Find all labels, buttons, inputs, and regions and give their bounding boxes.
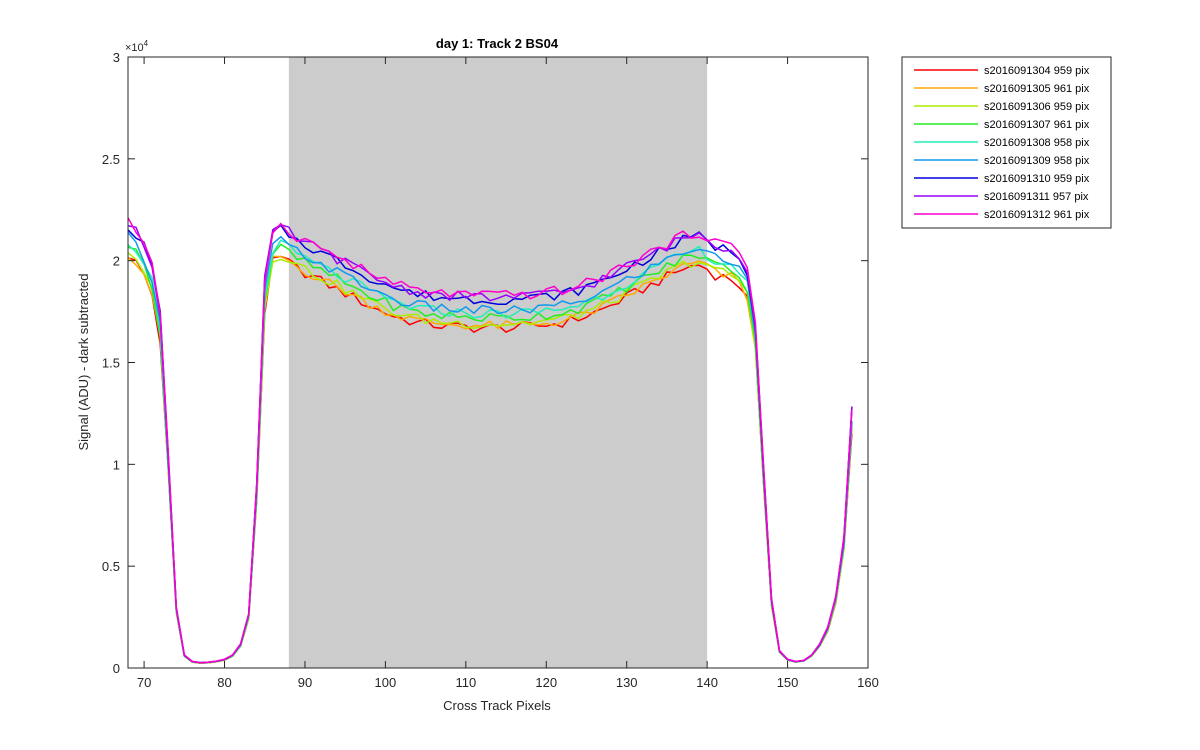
legend: s2016091304 959 pix s2016091305 961 pix s2… bbox=[901, 56, 1112, 229]
legend-label-8: s2016091311 957 pix bbox=[984, 191, 1089, 203]
y-tick-label: 3 bbox=[113, 50, 120, 65]
y-tick-label: 0 bbox=[113, 661, 120, 676]
y-tick-label: 1 bbox=[113, 457, 120, 472]
x-tick-label: 160 bbox=[857, 675, 879, 690]
legend-label-4: s2016091307 961 pix bbox=[984, 119, 1090, 131]
x-tick-label: 150 bbox=[777, 675, 799, 690]
series-line-9 bbox=[128, 217, 853, 664]
y-tick-label: 2 bbox=[113, 254, 120, 269]
x-tick-label: 120 bbox=[535, 675, 557, 690]
shaded-region bbox=[288, 57, 708, 668]
y-exponent-label: ×104 bbox=[125, 39, 149, 54]
x-tick-label: 90 bbox=[298, 675, 312, 690]
legend-label-2: s2016091305 961 pix bbox=[984, 83, 1090, 95]
plot-area: 70 80 90 100 110 120 130 140 150 160 0 0.5 1 1.5 2 2.5 3 bbox=[102, 50, 879, 690]
x-tick-label: 100 bbox=[375, 675, 397, 690]
x-tick-label: 80 bbox=[217, 675, 231, 690]
legend-label-3: s2016091306 959 pix bbox=[984, 101, 1090, 113]
x-tick-label: 110 bbox=[455, 675, 476, 690]
chart-title: day 1: Track 2 BS04 bbox=[436, 36, 559, 51]
legend-label-5: s2016091308 958 pix bbox=[984, 137, 1090, 149]
x-tick-label: 70 bbox=[137, 675, 151, 690]
x-tick-label: 140 bbox=[696, 675, 718, 690]
y-tick-label: 2.5 bbox=[102, 152, 120, 167]
legend-label-6: s2016091309 958 pix bbox=[984, 155, 1090, 167]
x-tick-label: 130 bbox=[616, 675, 638, 690]
legend-label-7: s2016091310 959 pix bbox=[984, 173, 1090, 185]
y-axis-label: Signal (ADU) - dark subtracted bbox=[76, 273, 91, 450]
y-tick-label: 1.5 bbox=[102, 356, 120, 371]
y-tick-label: 0.5 bbox=[102, 559, 120, 574]
x-axis-label: Cross Track Pixels bbox=[443, 698, 551, 713]
legend-label-1: s2016091304 959 pix bbox=[984, 65, 1090, 77]
legend-label-9: s2016091312 961 pix bbox=[984, 209, 1090, 221]
series-lines bbox=[128, 217, 853, 664]
